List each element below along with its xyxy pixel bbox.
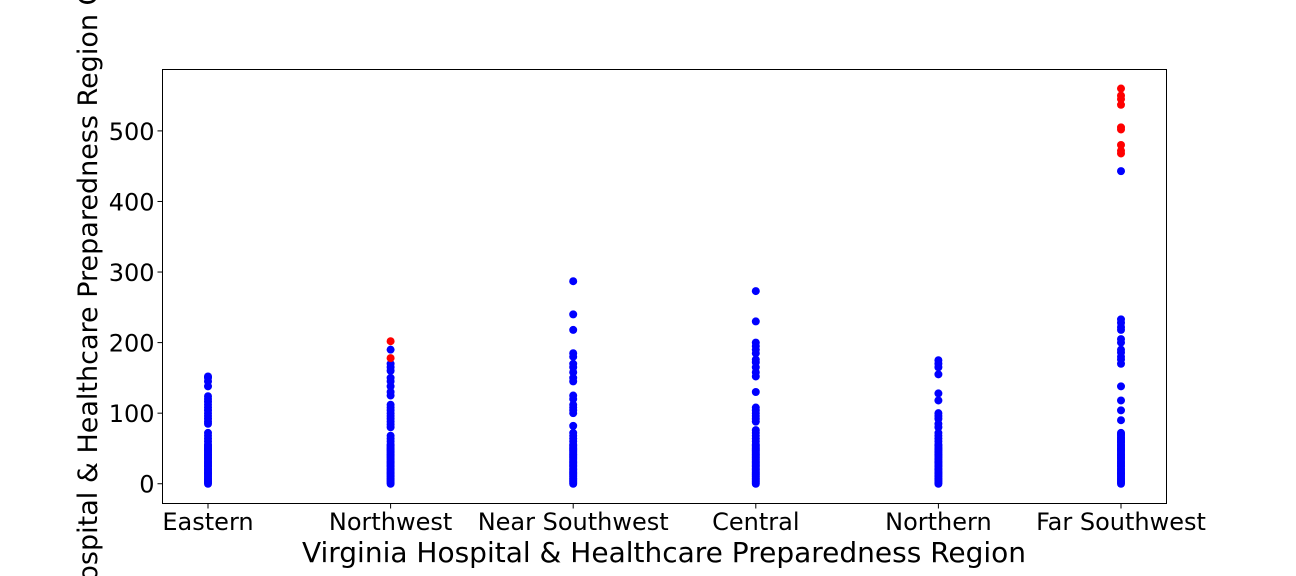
x-tick-label: Northwest (329, 508, 452, 536)
x-axis: Eastern Northwest Near Southwest Central Nor… (162, 503, 1206, 536)
data-point (1117, 382, 1125, 391)
y-axis-label: Hospital & Healthcare Preparedness Regio… (73, 0, 104, 576)
points-layer (204, 84, 1125, 488)
data-point (1117, 141, 1125, 150)
data-point (569, 391, 578, 400)
data-point (386, 388, 395, 397)
data-point (1117, 335, 1125, 344)
data-point (934, 409, 943, 418)
data-point (1117, 428, 1125, 437)
data-point (751, 317, 760, 326)
data-point (934, 356, 943, 365)
data-point (204, 392, 212, 401)
data-point (569, 421, 578, 430)
plot-frame (162, 69, 1167, 504)
data-point (1117, 123, 1125, 132)
y-tick-label: 300 (109, 259, 155, 287)
data-point (1117, 146, 1125, 155)
data-point (386, 359, 395, 368)
data-point (386, 354, 395, 363)
data-point (386, 400, 395, 409)
data-point (569, 349, 578, 358)
data-point (569, 359, 578, 368)
data-point (204, 372, 212, 381)
data-point (386, 431, 395, 440)
x-tick-label: Near Southwest (478, 508, 669, 536)
data-point (934, 370, 943, 379)
data-point (569, 400, 578, 409)
data-point (751, 338, 760, 347)
data-point (569, 428, 578, 437)
data-point (934, 428, 943, 437)
data-point (386, 345, 395, 354)
data-point (386, 373, 395, 382)
x-tick-label: Northern (885, 508, 992, 536)
data-point (1117, 396, 1125, 405)
data-point (1117, 345, 1125, 354)
data-point (569, 373, 578, 382)
data-point (751, 388, 760, 397)
y-tick-label: 100 (109, 400, 155, 428)
data-point (386, 337, 395, 346)
data-point (1117, 100, 1125, 109)
data-point (751, 287, 760, 296)
data-point (751, 355, 760, 364)
data-point (569, 325, 578, 334)
y-axis: 0 100 200 300 400 500 (109, 118, 163, 499)
data-point (569, 310, 578, 319)
data-point (204, 428, 212, 437)
data-point (934, 396, 943, 405)
data-point (1117, 91, 1125, 100)
data-point (1117, 167, 1125, 176)
x-axis-label: Virginia Hospital & Healthcare Preparedn… (302, 536, 1026, 569)
data-point (569, 277, 578, 286)
data-point (1117, 416, 1125, 425)
y-tick-label: 500 (109, 118, 155, 146)
data-point (751, 403, 760, 412)
y-tick-label: 0 (139, 471, 154, 499)
x-tick-label: Far Southwest (1036, 508, 1206, 536)
data-point (1117, 406, 1125, 415)
x-tick-label: Eastern (162, 508, 253, 536)
x-tick-label: Central (712, 508, 799, 536)
data-point (934, 389, 943, 398)
data-point (1117, 84, 1125, 93)
data-point (751, 426, 760, 435)
y-tick-label: 200 (109, 330, 155, 358)
y-tick-label: 400 (109, 188, 155, 216)
data-point (1117, 315, 1125, 324)
